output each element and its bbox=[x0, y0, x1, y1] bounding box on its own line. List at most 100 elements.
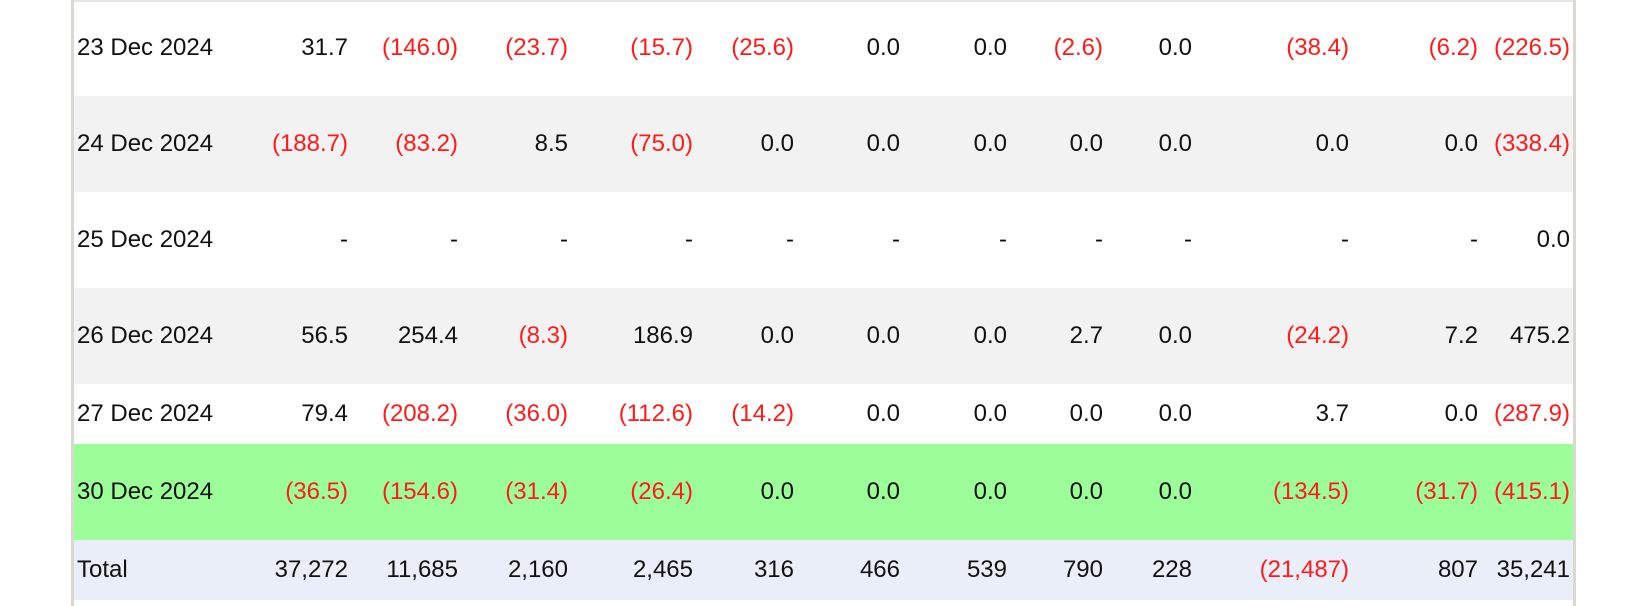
value-cell: 3.7 bbox=[1195, 384, 1352, 444]
value-cell: 2,160 bbox=[461, 540, 571, 600]
value-cell: (188.7) bbox=[264, 96, 351, 192]
value-cell: (208.2) bbox=[351, 384, 461, 444]
value-cell: - bbox=[1195, 192, 1352, 288]
value-cell: - bbox=[264, 192, 351, 288]
value-cell: 0.0 bbox=[1010, 444, 1106, 540]
value-cell: (83.2) bbox=[351, 96, 461, 192]
value-cell: 539 bbox=[903, 540, 1010, 600]
value-cell: 466 bbox=[797, 540, 903, 600]
data-table-frame: 23 Dec 2024 31.7 (146.0) (23.7) (15.7) (25.6)… bbox=[71, 0, 1576, 606]
value-cell: 0.0 bbox=[1106, 0, 1195, 96]
value-cell: 56.5 bbox=[264, 288, 351, 384]
value-cell: (14.2) bbox=[696, 384, 797, 444]
value-cell: 0.0 bbox=[797, 96, 903, 192]
value-cell: (2.6) bbox=[1010, 0, 1106, 96]
value-cell: (31.4) bbox=[461, 444, 571, 540]
value-cell: 0.0 bbox=[903, 384, 1010, 444]
table-row: 26 Dec 2024 56.5 254.4 (8.3) 186.9 0.0 0.0 0.0 2… bbox=[74, 288, 1573, 384]
value-cell: (26.4) bbox=[571, 444, 696, 540]
value-cell: (23.7) bbox=[461, 0, 571, 96]
value-cell: 0.0 bbox=[696, 96, 797, 192]
value-cell: 7.2 bbox=[1352, 288, 1481, 384]
value-cell: (134.5) bbox=[1195, 444, 1352, 540]
value-cell: - bbox=[1106, 192, 1195, 288]
value-cell: 0.0 bbox=[1106, 384, 1195, 444]
value-cell: 0.0 bbox=[903, 288, 1010, 384]
value-cell: 8.5 bbox=[461, 96, 571, 192]
value-cell: (75.0) bbox=[571, 96, 696, 192]
date-cell: 30 Dec 2024 bbox=[74, 444, 264, 540]
value-cell: - bbox=[1010, 192, 1106, 288]
total-label: Total bbox=[74, 540, 264, 600]
value-cell: 2.7 bbox=[1010, 288, 1106, 384]
value-cell: 0.0 bbox=[903, 96, 1010, 192]
value-cell: - bbox=[351, 192, 461, 288]
value-cell: 0.0 bbox=[1352, 384, 1481, 444]
value-cell: 79.4 bbox=[264, 384, 351, 444]
value-cell: (8.3) bbox=[461, 288, 571, 384]
value-cell: 37,272 bbox=[264, 540, 351, 600]
value-cell: (287.9) bbox=[1481, 384, 1573, 444]
value-cell: 0.0 bbox=[797, 0, 903, 96]
value-cell: (36.5) bbox=[264, 444, 351, 540]
date-cell: 24 Dec 2024 bbox=[74, 96, 264, 192]
value-cell: 0.0 bbox=[797, 444, 903, 540]
value-cell: 0.0 bbox=[1106, 444, 1195, 540]
value-cell: (415.1) bbox=[1481, 444, 1573, 540]
value-cell: 0.0 bbox=[1195, 96, 1352, 192]
table-body: 23 Dec 2024 31.7 (146.0) (23.7) (15.7) (25.6)… bbox=[74, 0, 1573, 600]
value-cell: (31.7) bbox=[1352, 444, 1481, 540]
value-cell: 0.0 bbox=[1106, 96, 1195, 192]
value-cell: 0.0 bbox=[696, 288, 797, 384]
value-cell: - bbox=[797, 192, 903, 288]
value-cell: 186.9 bbox=[571, 288, 696, 384]
value-cell: 316 bbox=[696, 540, 797, 600]
value-cell: - bbox=[903, 192, 1010, 288]
value-cell: (338.4) bbox=[1481, 96, 1573, 192]
value-cell: (38.4) bbox=[1195, 0, 1352, 96]
date-cell: 27 Dec 2024 bbox=[74, 384, 264, 444]
value-cell: 0.0 bbox=[903, 0, 1010, 96]
value-cell: (21,487) bbox=[1195, 540, 1352, 600]
date-cell: 23 Dec 2024 bbox=[74, 0, 264, 96]
value-cell: 0.0 bbox=[797, 288, 903, 384]
value-cell: (24.2) bbox=[1195, 288, 1352, 384]
top-divider bbox=[74, 0, 1573, 2]
value-cell: 475.2 bbox=[1481, 288, 1573, 384]
table-row: 23 Dec 2024 31.7 (146.0) (23.7) (15.7) (25.6)… bbox=[74, 0, 1573, 96]
value-cell: 0.0 bbox=[1481, 192, 1573, 288]
value-cell: 0.0 bbox=[903, 444, 1010, 540]
value-cell: (154.6) bbox=[351, 444, 461, 540]
value-cell: 0.0 bbox=[1010, 384, 1106, 444]
table-row: 25 Dec 2024- - - - - - - - - - -0.0 bbox=[74, 192, 1573, 288]
value-cell: 0.0 bbox=[1106, 288, 1195, 384]
value-cell: 228 bbox=[1106, 540, 1195, 600]
value-cell: 807 bbox=[1352, 540, 1481, 600]
value-cell: 0.0 bbox=[1352, 96, 1481, 192]
flows-table: 23 Dec 2024 31.7 (146.0) (23.7) (15.7) (25.6)… bbox=[74, 0, 1573, 600]
table-row: 30 Dec 2024 (36.5) (154.6) (31.4) (26.4) 0.0 0… bbox=[74, 444, 1573, 540]
value-cell: (112.6) bbox=[571, 384, 696, 444]
table-row: 24 Dec 2024 (188.7) (83.2) 8.5 (75.0) 0.0 0.0 0… bbox=[74, 96, 1573, 192]
value-cell: (25.6) bbox=[696, 0, 797, 96]
value-cell: (146.0) bbox=[351, 0, 461, 96]
value-cell: - bbox=[1352, 192, 1481, 288]
value-cell: - bbox=[571, 192, 696, 288]
value-cell: (36.0) bbox=[461, 384, 571, 444]
total-row: Total 37,272 11,685 2,160 2,465 316 466 539 790 2… bbox=[74, 540, 1573, 600]
value-cell: (15.7) bbox=[571, 0, 696, 96]
date-cell: 25 Dec 2024 bbox=[74, 192, 264, 288]
table-row: 27 Dec 2024 79.4 (208.2) (36.0) (112.6) (14.2… bbox=[74, 384, 1573, 444]
date-cell: 26 Dec 2024 bbox=[74, 288, 264, 384]
value-cell: (6.2) bbox=[1352, 0, 1481, 96]
value-cell: - bbox=[461, 192, 571, 288]
value-cell: 0.0 bbox=[1010, 96, 1106, 192]
value-cell: (226.5) bbox=[1481, 0, 1573, 96]
value-cell: 11,685 bbox=[351, 540, 461, 600]
value-cell: - bbox=[696, 192, 797, 288]
value-cell: 790 bbox=[1010, 540, 1106, 600]
value-cell: 2,465 bbox=[571, 540, 696, 600]
value-cell: 0.0 bbox=[797, 384, 903, 444]
value-cell: 35,241 bbox=[1481, 540, 1573, 600]
value-cell: 0.0 bbox=[696, 444, 797, 540]
